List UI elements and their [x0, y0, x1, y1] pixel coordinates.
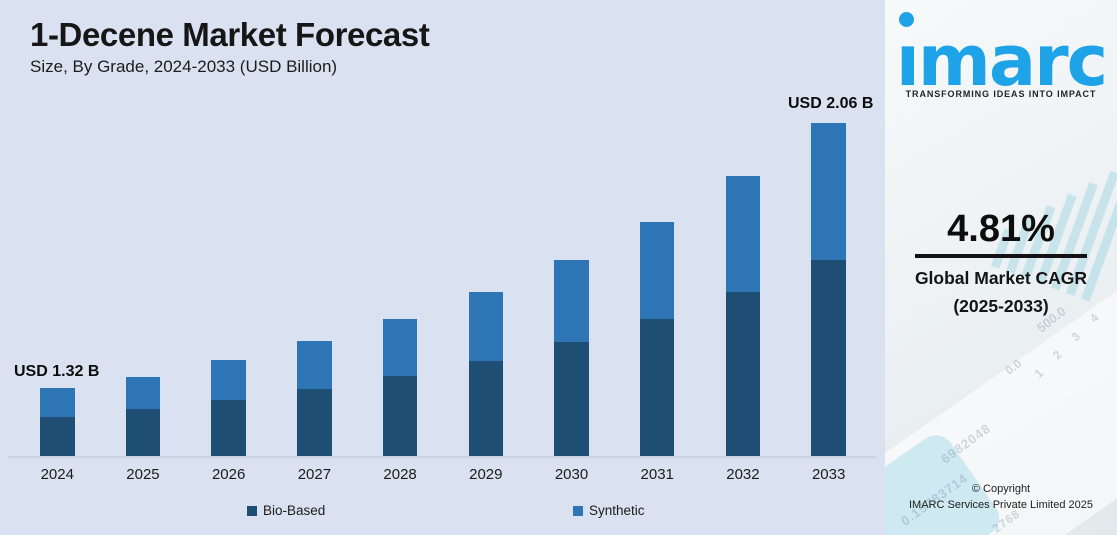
bar-segment-synthetic	[468, 292, 504, 361]
cagr-label: Global Market CAGR	[914, 268, 1088, 288]
bar-segment-bio-based	[382, 376, 418, 458]
bar-2025	[125, 377, 161, 458]
legend-marker-synthetic	[573, 505, 583, 516]
bar-2033	[811, 123, 846, 458]
cagr-value: 4.81%	[947, 208, 1055, 250]
legend-marker-bio-based	[247, 505, 257, 516]
bar-2029	[468, 292, 504, 458]
bar-segment-synthetic	[725, 176, 761, 292]
imarc-logo: ımarc	[895, 20, 1108, 102]
bar-2031	[639, 222, 675, 458]
bar-segment-bio-based	[639, 319, 675, 458]
bar-segment-synthetic	[382, 319, 418, 376]
bar-segment-bio-based	[297, 389, 332, 458]
value-label-2024: USD 1.32 B	[14, 363, 100, 380]
bar-2032	[725, 176, 761, 458]
bar-2027	[297, 341, 332, 458]
imarc-logo-dot-icon	[899, 12, 914, 27]
chart-subtitle: Size, By Grade, 2024-2033 (USD Billion)	[30, 57, 338, 76]
legend-label-bio-based: Bio-Based	[263, 503, 326, 518]
bar-2028	[382, 319, 418, 458]
x-axis-line	[8, 456, 876, 458]
cagr-period: (2025-2033)	[953, 296, 1049, 316]
bar-segment-synthetic	[639, 222, 675, 319]
bar-segment-synthetic	[40, 388, 75, 417]
bar-segment-bio-based	[468, 361, 504, 458]
legend-label-synthetic: Synthetic	[589, 503, 645, 518]
copyright-line2: IMARC Services Private Limited 2025	[908, 498, 1093, 511]
x-axis-label-2027: 2027	[297, 466, 332, 483]
x-axis-label-2031: 2031	[640, 466, 674, 483]
chart-panel: 1-Decene Market Forecast Size, By Grade,…	[0, 0, 885, 535]
x-axis-label-2033: 2033	[811, 466, 846, 483]
imarc-tagline: TRANSFORMING IDEAS INTO IMPACT	[905, 89, 1097, 99]
bar-segment-bio-based	[811, 260, 846, 458]
legend-item-synthetic: Synthetic	[573, 503, 645, 518]
bar-segment-bio-based	[125, 409, 161, 458]
bar-segment-synthetic	[554, 260, 589, 342]
bar-segment-bio-based	[40, 417, 75, 458]
x-axis-label-2026: 2026	[211, 466, 246, 483]
cagr-underline	[915, 254, 1087, 258]
x-axis-label-2029: 2029	[469, 466, 503, 483]
x-axis-label-2024: 2024	[40, 466, 74, 483]
x-axis-label-2030: 2030	[554, 466, 589, 483]
bar-2024	[40, 388, 75, 458]
bar-segment-synthetic	[125, 377, 161, 409]
value-label-2033: USD 2.06 B	[788, 95, 874, 112]
bar-segment-bio-based	[725, 292, 761, 458]
bar-segment-synthetic	[211, 360, 246, 400]
bar-segment-synthetic	[811, 123, 846, 260]
brand-panel: 500.0 0.0 1 2 3 4 6982048 0.15783714 2768 ıma…	[885, 0, 1117, 535]
chart-title: 1-Decene Market Forecast	[30, 16, 430, 53]
legend-item-bio-based: Bio-Based	[247, 503, 325, 518]
x-axis-label-2028: 2028	[383, 466, 417, 483]
bar-2026	[211, 360, 246, 458]
x-axis-label-2032: 2032	[726, 466, 760, 483]
bar-segment-synthetic	[297, 341, 332, 389]
bar-segment-bio-based	[211, 400, 246, 458]
x-axis-label-2025: 2025	[126, 466, 160, 483]
bar-segment-bio-based	[554, 342, 589, 458]
bar-2030	[554, 260, 589, 458]
copyright-line1: © Copyright	[971, 483, 1031, 495]
copyright: © Copyright IMARC Services Private Limit…	[885, 482, 1117, 514]
